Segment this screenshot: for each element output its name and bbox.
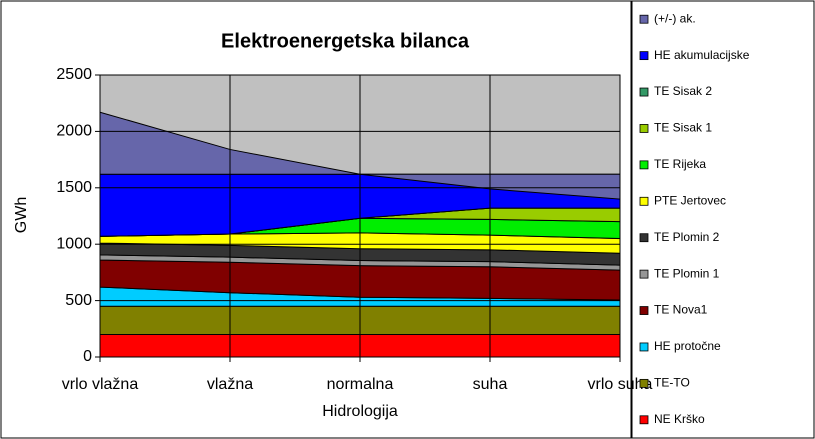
x-tick-label: vrlo suha [588,376,653,393]
x-tick-label: vrlo vlažna [62,376,139,393]
legend-swatch [639,87,649,97]
x-tick-label: normalna [327,376,394,393]
x-tick-label: suha [473,376,508,393]
y-tick-label: 0 [83,348,92,365]
legend-swatch [639,196,649,206]
legend-frame [631,0,815,439]
legend-swatch [639,14,649,24]
legend-label: HE akumulacijske [654,48,750,62]
legend-swatch [639,233,649,243]
plot-border [99,74,621,358]
legend-label: NE Krško [654,412,705,426]
y-tick-label: 2000 [56,123,92,140]
legend-swatch [639,124,649,133]
y-tick-label: 1500 [56,179,92,196]
legend-swatch [639,51,649,61]
legend-label: HE protočne [654,339,721,353]
legend-label: (+/-) ak. [654,11,696,25]
legend-swatch [639,160,649,170]
legend-label: TE Plomin 1 [654,266,720,280]
legend-swatch [639,378,649,388]
legend-swatch [639,415,649,425]
legend-label: TE Sisak 1 [654,121,712,135]
y-tick-label: 500 [65,292,92,309]
legend-label: TE Plomin 2 [654,230,720,244]
legend-label: TE Nova1 [654,303,708,317]
y-tick-label: 2500 [56,66,92,83]
legend-label: PTE Jertovec [654,193,726,207]
chart-title: Elektroenergetska bilanca [221,30,470,52]
legend-swatch [639,306,649,315]
x-tick-label: vlažna [207,376,253,393]
legend-swatch [639,342,649,352]
legend-label: TE Sisak 2 [654,84,712,98]
legend-swatch [639,269,649,279]
y-axis-label: GWh [13,197,30,233]
legend-label: TE Rijeka [654,157,706,171]
x-axis-label: Hidrologija [322,403,398,420]
legend-label: TE-TO [654,376,690,390]
y-tick-label: 1000 [56,235,92,252]
